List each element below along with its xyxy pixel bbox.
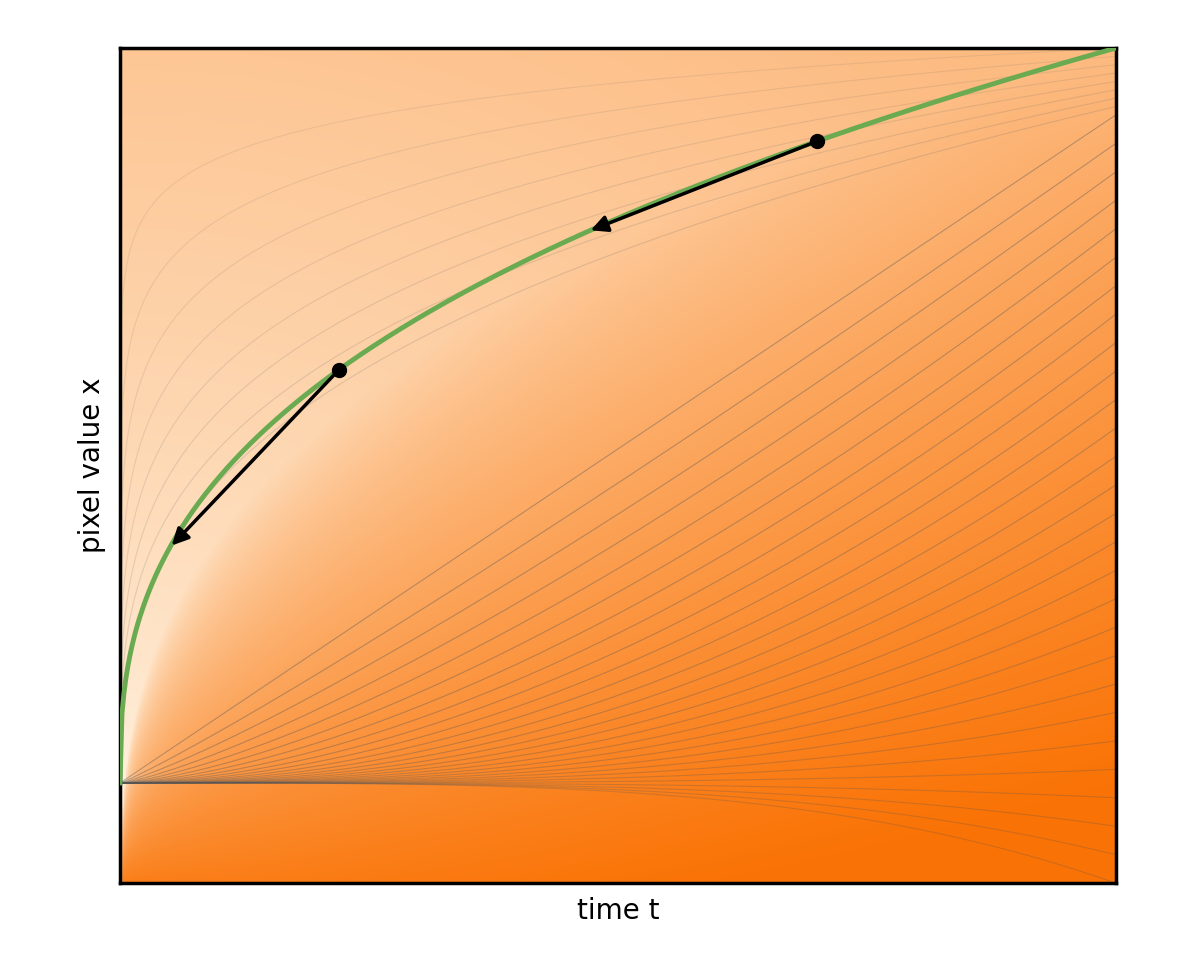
Point — [330, 362, 349, 377]
X-axis label: time t: time t — [577, 897, 659, 925]
Point — [808, 133, 827, 149]
Y-axis label: pixel value x: pixel value x — [78, 378, 106, 553]
